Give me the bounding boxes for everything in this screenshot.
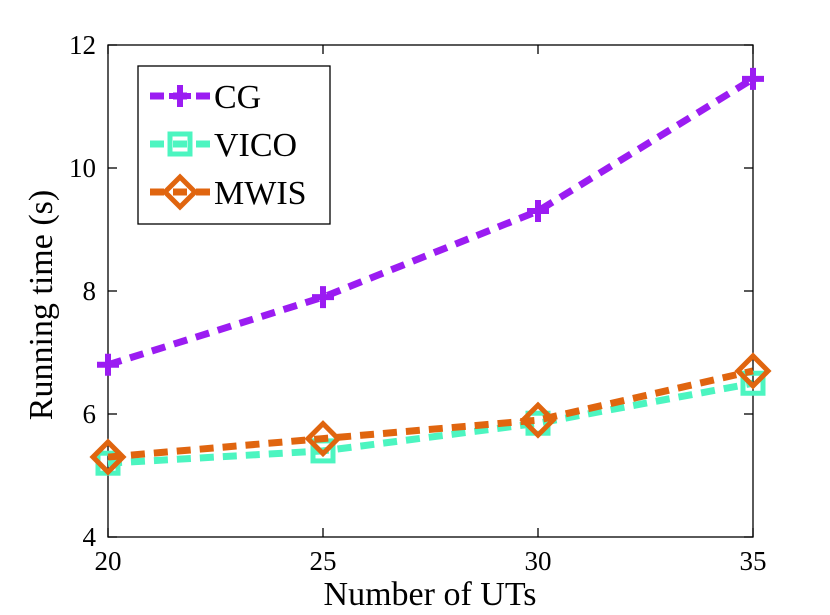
legend-item-mwis: MWIS [150,173,307,212]
y-tick-label: 4 [83,522,97,552]
x-axis-label: Number of UTs [324,576,537,613]
series-cg [97,67,764,376]
series-layer [89,67,772,476]
data-point-mwis [304,420,342,458]
y-axis-label: Running time (s) [23,190,60,420]
axis-ticks: 20 25 30 35 4 6 8 10 12 [69,30,767,576]
y-tick-label: 6 [83,399,97,429]
legend-label: MWIS [214,175,307,212]
legend-item-cg: CG [150,79,261,116]
data-point-mwis [89,438,127,476]
legend-label: VICO [214,127,297,164]
y-tick-label: 8 [83,276,97,306]
series-line-cg [106,75,755,369]
data-point-cg [97,353,119,376]
data-point-mwis [519,401,557,439]
y-tick-label: 12 [69,30,96,60]
x-tick-label: 30 [525,546,552,576]
data-point-cg [527,200,549,223]
x-tick-label: 25 [310,546,337,576]
x-tick-label: 35 [740,546,767,576]
series-line-mwis [107,367,754,461]
series-line-vico [107,379,754,467]
legend-item-vico: VICO [150,127,297,164]
legend-marker [169,85,191,107]
legend-marker [167,131,193,157]
y-tick-label: 10 [69,153,96,183]
legend-label: CG [214,79,261,116]
series-mwis [89,352,772,476]
x-tick-label: 20 [95,546,122,576]
legend-marker [161,173,199,211]
data-point-cg [312,286,334,309]
legend: CG VICO MWIS [137,65,331,225]
data-point-cg [742,67,764,90]
data-point-mwis [734,352,772,390]
